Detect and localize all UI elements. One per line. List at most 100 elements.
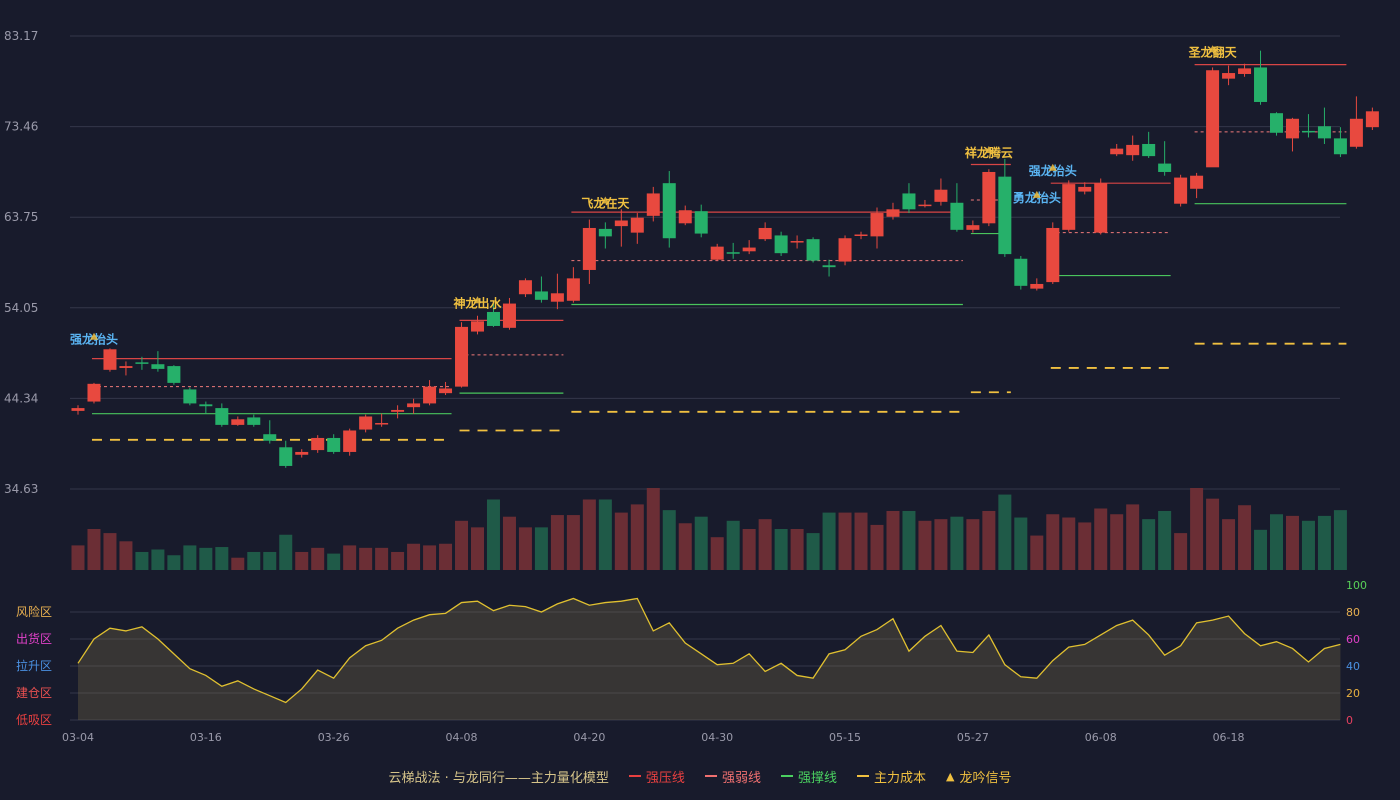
candle-body bbox=[1174, 177, 1188, 204]
volume-bar bbox=[359, 547, 373, 570]
volume-bar bbox=[518, 527, 532, 570]
volume-bar bbox=[103, 533, 117, 570]
candle-body bbox=[854, 234, 868, 237]
volume-bar bbox=[902, 510, 916, 570]
volume-bar bbox=[854, 512, 868, 570]
legend-main-cost: 主力成本 bbox=[856, 767, 926, 786]
candle-body bbox=[502, 303, 516, 328]
candle-body bbox=[135, 362, 149, 364]
zone-label: 建仓区 bbox=[16, 686, 52, 700]
candle-body bbox=[1126, 144, 1140, 156]
legend-model: 云梯战法 · 与龙同行——主力量化模型 bbox=[389, 767, 609, 786]
candle-body bbox=[471, 321, 484, 332]
legend-label-support: 强撑线 bbox=[797, 770, 837, 786]
axes: 34.63 44.34 54.05 63.75 73.46 83.17 03-04 03-16… bbox=[4, 29, 1245, 744]
candle-body bbox=[550, 293, 564, 302]
volume-bar bbox=[1078, 522, 1092, 570]
volume-bar bbox=[471, 527, 484, 570]
volume-bar bbox=[1014, 517, 1028, 570]
candle-body bbox=[694, 211, 708, 234]
volume-bar bbox=[918, 520, 932, 570]
osc-line bbox=[77, 597, 1341, 704]
y-tick-label: 54.05 bbox=[4, 301, 38, 315]
osc-area bbox=[78, 598, 1341, 720]
candle-body bbox=[598, 228, 612, 237]
osc-right-tick: 80 bbox=[1346, 606, 1360, 619]
volume-bar bbox=[151, 549, 165, 570]
x-tick-label: 06-08 bbox=[1085, 731, 1117, 744]
candle-body bbox=[982, 171, 996, 224]
candle-body bbox=[1158, 163, 1172, 172]
legend-strong-pressure: 强压线 bbox=[628, 767, 685, 786]
candle-body bbox=[231, 419, 245, 425]
candle-body bbox=[950, 202, 964, 230]
volume-bar bbox=[886, 510, 900, 570]
volume-bar bbox=[662, 510, 676, 570]
candle-body bbox=[1110, 148, 1124, 155]
candle-body bbox=[1317, 126, 1331, 139]
volume-bar bbox=[231, 557, 245, 570]
volume-bar bbox=[966, 519, 980, 570]
candle-body bbox=[1238, 68, 1252, 74]
volume-bar bbox=[311, 547, 325, 570]
signal-triangle-icon bbox=[601, 196, 610, 204]
volume-bar bbox=[1238, 505, 1252, 570]
volume-bar bbox=[455, 520, 469, 570]
candle-body bbox=[247, 417, 261, 425]
candle-body bbox=[1062, 184, 1076, 230]
volume-bar bbox=[215, 547, 229, 570]
candle-body bbox=[790, 241, 804, 243]
candle-body bbox=[375, 423, 389, 425]
candle-body bbox=[1190, 175, 1204, 189]
volume-bar bbox=[1333, 510, 1347, 570]
candle-body bbox=[1094, 183, 1108, 233]
volume-bar bbox=[1317, 515, 1331, 570]
osc-right-tick: 60 bbox=[1346, 633, 1360, 646]
volume-bar bbox=[391, 551, 405, 570]
volume-bar bbox=[279, 534, 293, 570]
legend-label-pressure: 强压线 bbox=[645, 770, 685, 786]
candle-body bbox=[215, 408, 229, 425]
candle-body bbox=[1349, 118, 1363, 147]
volume-bar bbox=[774, 529, 788, 570]
candle-body bbox=[343, 430, 357, 452]
signal-triangle-icon bbox=[1048, 163, 1057, 171]
volume-bar bbox=[838, 512, 852, 570]
candle-body bbox=[71, 408, 85, 411]
candle-body bbox=[646, 193, 660, 216]
candle-body bbox=[534, 291, 548, 300]
y-tick-label: 83.17 bbox=[4, 29, 38, 43]
candle-body bbox=[1142, 143, 1156, 157]
candle-body bbox=[966, 225, 980, 230]
x-tick-label: 05-15 bbox=[829, 731, 861, 744]
triangle-icon: ▲ bbox=[945, 769, 955, 783]
volume-bar bbox=[423, 545, 437, 570]
candle-body bbox=[822, 265, 836, 268]
volume-bar bbox=[486, 499, 500, 570]
candle-body bbox=[439, 388, 453, 394]
signal-triangle-icon bbox=[984, 146, 993, 154]
volume-bar bbox=[439, 543, 453, 570]
volume-bar bbox=[806, 533, 820, 570]
volume-bar bbox=[534, 527, 548, 570]
candle-body bbox=[518, 280, 532, 295]
volume-bar bbox=[630, 504, 644, 570]
volume-bar bbox=[1285, 515, 1299, 570]
candle-body bbox=[1222, 73, 1236, 79]
volume-bar bbox=[1110, 514, 1124, 570]
zone-label: 出货区 bbox=[16, 631, 52, 646]
legend-swatch-support bbox=[780, 775, 793, 777]
candle-body bbox=[407, 403, 421, 408]
osc-right-tick: 20 bbox=[1346, 687, 1360, 700]
volume-bar bbox=[646, 488, 660, 570]
y-tick-label: 34.63 bbox=[4, 482, 38, 496]
volume-bar bbox=[566, 515, 580, 570]
volume-bar bbox=[247, 551, 261, 570]
candles bbox=[71, 50, 1379, 468]
volume-bar bbox=[790, 529, 804, 570]
volume-bar bbox=[87, 529, 101, 570]
signal-triangle-icon bbox=[90, 332, 98, 340]
volume-bar bbox=[582, 499, 596, 570]
